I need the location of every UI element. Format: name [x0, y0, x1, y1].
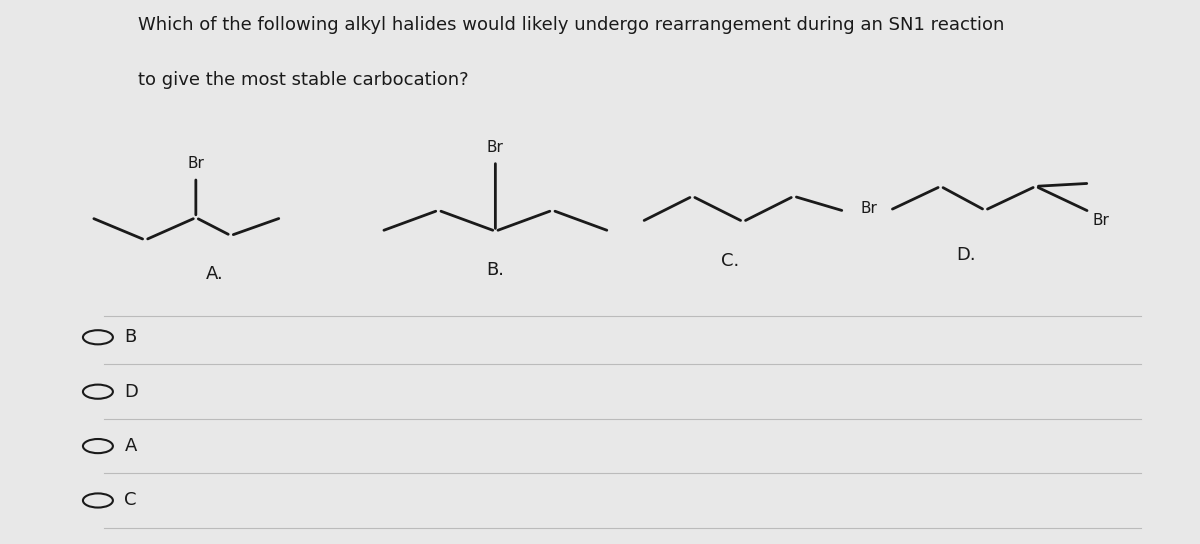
Text: Br: Br — [1093, 213, 1110, 228]
Text: C.: C. — [721, 251, 739, 270]
Text: Br: Br — [487, 140, 504, 155]
Text: Which of the following alkyl halides would likely undergo rearrangement during a: Which of the following alkyl halides wou… — [138, 16, 1004, 34]
Text: to give the most stable carbocation?: to give the most stable carbocation? — [138, 71, 469, 89]
Text: Br: Br — [860, 201, 877, 216]
Text: B.: B. — [486, 261, 504, 279]
Text: Br: Br — [187, 156, 204, 171]
Text: A.: A. — [206, 265, 223, 283]
Text: C: C — [125, 491, 137, 510]
Text: B: B — [125, 328, 137, 347]
Text: D: D — [125, 382, 138, 401]
Text: A: A — [125, 437, 137, 455]
Text: D.: D. — [956, 246, 976, 264]
